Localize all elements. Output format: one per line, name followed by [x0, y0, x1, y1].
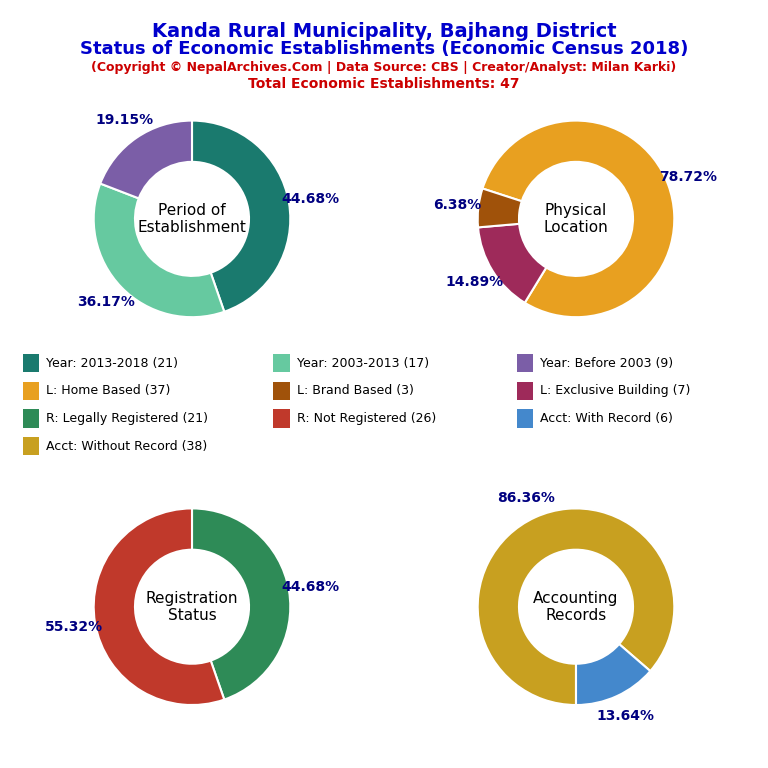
Wedge shape [478, 188, 521, 227]
Text: L: Home Based (37): L: Home Based (37) [46, 385, 170, 397]
Text: 19.15%: 19.15% [95, 113, 153, 127]
Text: Period of
Establishment: Period of Establishment [137, 203, 247, 235]
FancyBboxPatch shape [517, 382, 533, 400]
Text: (Copyright © NepalArchives.Com | Data Source: CBS | Creator/Analyst: Milan Karki: (Copyright © NepalArchives.Com | Data So… [91, 61, 677, 74]
Text: 14.89%: 14.89% [445, 275, 503, 289]
Text: Status of Economic Establishments (Economic Census 2018): Status of Economic Establishments (Econo… [80, 40, 688, 58]
Text: 6.38%: 6.38% [432, 198, 481, 212]
Text: 44.68%: 44.68% [281, 192, 339, 206]
FancyBboxPatch shape [273, 354, 290, 372]
FancyBboxPatch shape [273, 409, 290, 428]
Text: Total Economic Establishments: 47: Total Economic Establishments: 47 [248, 77, 520, 91]
Text: Year: 2013-2018 (21): Year: 2013-2018 (21) [46, 357, 178, 369]
Wedge shape [94, 184, 224, 317]
Text: 86.36%: 86.36% [497, 491, 555, 505]
Wedge shape [94, 508, 224, 705]
Text: L: Exclusive Building (7): L: Exclusive Building (7) [541, 385, 690, 397]
Wedge shape [576, 644, 650, 705]
FancyBboxPatch shape [23, 437, 39, 455]
Wedge shape [478, 508, 674, 705]
FancyBboxPatch shape [273, 382, 290, 400]
FancyBboxPatch shape [517, 354, 533, 372]
Text: Year: 2003-2013 (17): Year: 2003-2013 (17) [297, 357, 429, 369]
Text: Acct: With Record (6): Acct: With Record (6) [541, 412, 674, 425]
Wedge shape [482, 121, 674, 317]
Text: Registration
Status: Registration Status [146, 591, 238, 623]
FancyBboxPatch shape [23, 409, 39, 428]
Text: Accounting
Records: Accounting Records [533, 591, 619, 623]
Wedge shape [192, 121, 290, 312]
Wedge shape [101, 121, 192, 198]
Text: 13.64%: 13.64% [597, 709, 655, 723]
Text: Year: Before 2003 (9): Year: Before 2003 (9) [541, 357, 674, 369]
Wedge shape [478, 223, 546, 303]
Text: Kanda Rural Municipality, Bajhang District: Kanda Rural Municipality, Bajhang Distri… [152, 22, 616, 41]
Text: R: Legally Registered (21): R: Legally Registered (21) [46, 412, 208, 425]
FancyBboxPatch shape [517, 409, 533, 428]
Text: L: Brand Based (3): L: Brand Based (3) [297, 385, 414, 397]
Text: 78.72%: 78.72% [660, 170, 717, 184]
Text: Acct: Without Record (38): Acct: Without Record (38) [46, 440, 207, 452]
Text: 44.68%: 44.68% [281, 580, 339, 594]
Wedge shape [192, 508, 290, 700]
Text: 55.32%: 55.32% [45, 620, 103, 634]
FancyBboxPatch shape [23, 382, 39, 400]
Text: Physical
Location: Physical Location [544, 203, 608, 235]
FancyBboxPatch shape [23, 354, 39, 372]
Text: 36.17%: 36.17% [77, 295, 134, 310]
Text: R: Not Registered (26): R: Not Registered (26) [297, 412, 436, 425]
